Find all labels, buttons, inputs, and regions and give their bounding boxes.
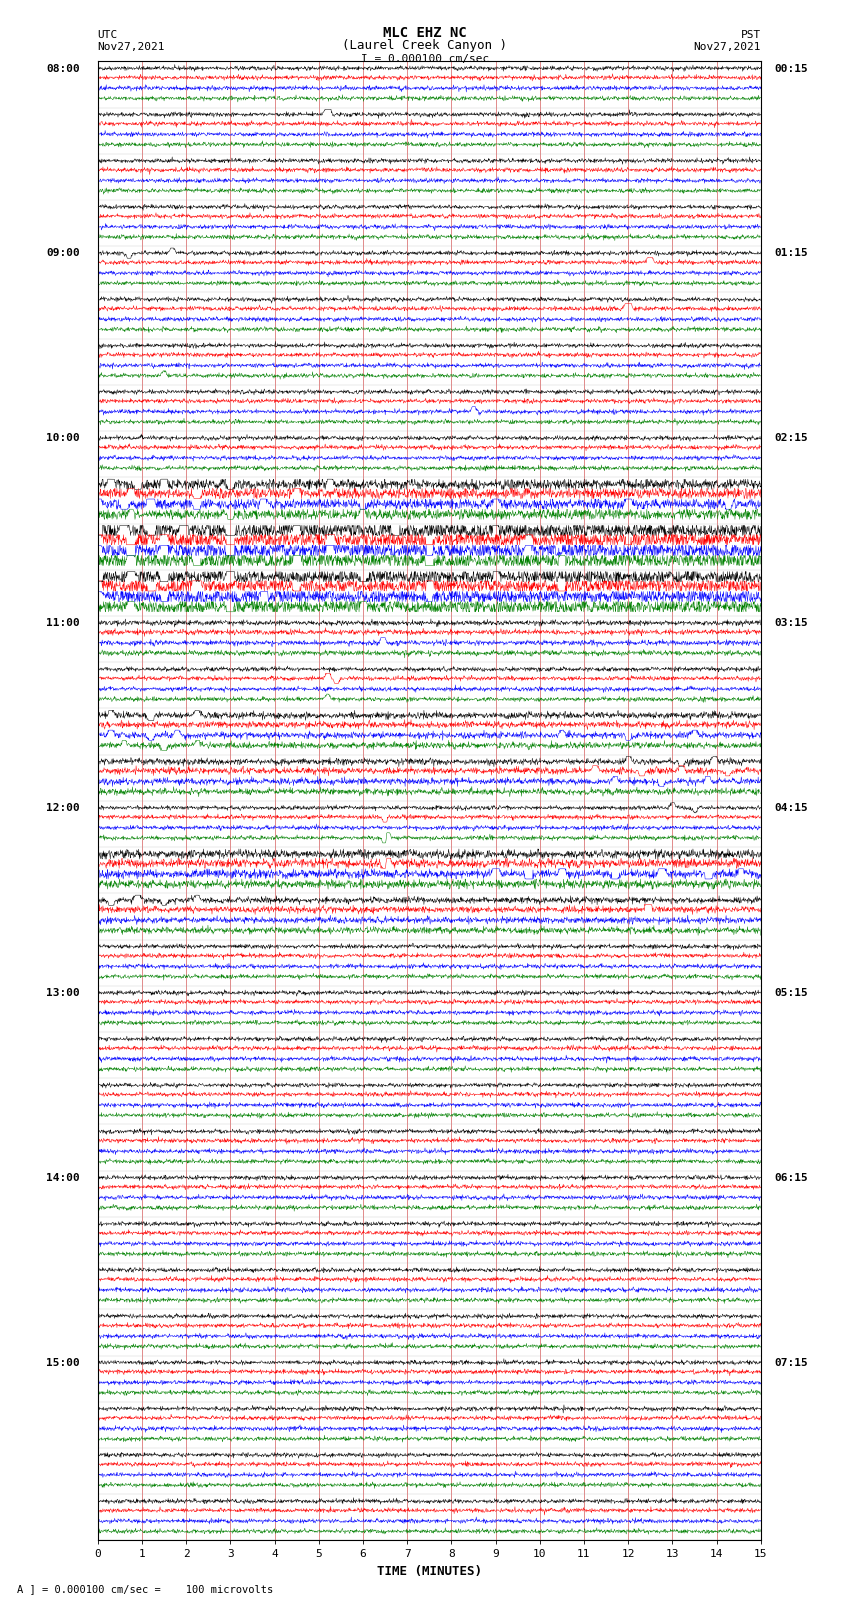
Text: Nov27,2021: Nov27,2021 xyxy=(98,42,165,52)
Text: 13:00: 13:00 xyxy=(46,989,80,998)
Text: 00:15: 00:15 xyxy=(774,63,808,74)
Text: 04:15: 04:15 xyxy=(774,803,808,813)
Text: MLC EHZ NC: MLC EHZ NC xyxy=(383,26,467,39)
Text: PST: PST xyxy=(740,29,761,39)
Text: 02:15: 02:15 xyxy=(774,434,808,444)
Text: 03:15: 03:15 xyxy=(774,618,808,629)
Text: 11:00: 11:00 xyxy=(46,618,80,629)
Text: 10:00: 10:00 xyxy=(46,434,80,444)
Text: 06:15: 06:15 xyxy=(774,1173,808,1182)
Text: 07:15: 07:15 xyxy=(774,1358,808,1368)
Text: A ] = 0.000100 cm/sec =    100 microvolts: A ] = 0.000100 cm/sec = 100 microvolts xyxy=(17,1584,273,1594)
X-axis label: TIME (MINUTES): TIME (MINUTES) xyxy=(377,1565,482,1578)
Text: 05:15: 05:15 xyxy=(774,989,808,998)
Text: 14:00: 14:00 xyxy=(46,1173,80,1182)
Text: 15:00: 15:00 xyxy=(46,1358,80,1368)
Text: 09:00: 09:00 xyxy=(46,248,80,258)
Text: (Laurel Creek Canyon ): (Laurel Creek Canyon ) xyxy=(343,39,507,52)
Text: 01:15: 01:15 xyxy=(774,248,808,258)
Text: I = 0.000100 cm/sec: I = 0.000100 cm/sec xyxy=(361,53,489,65)
Text: UTC: UTC xyxy=(98,29,118,39)
Text: Nov27,2021: Nov27,2021 xyxy=(694,42,761,52)
Text: 08:00: 08:00 xyxy=(46,63,80,74)
Text: 12:00: 12:00 xyxy=(46,803,80,813)
